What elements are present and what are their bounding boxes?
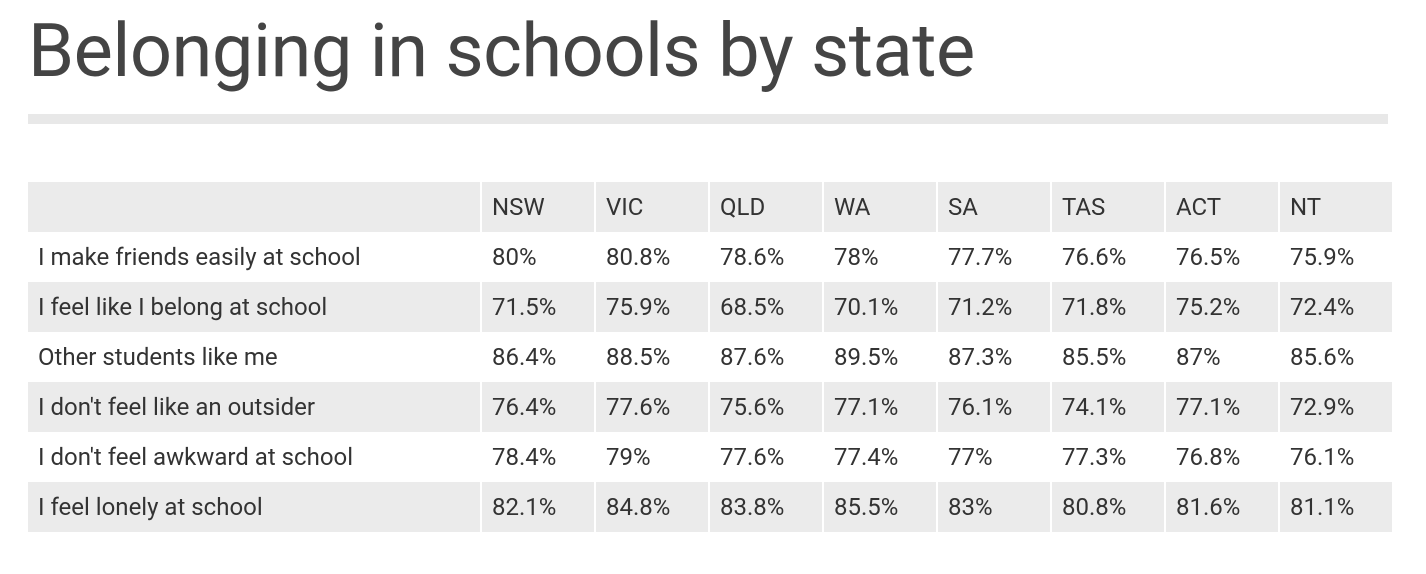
row-label — [28, 182, 480, 232]
table-row: Other students like me 86.4% 88.5% 87.6% 89.… — [28, 332, 1392, 382]
cell: VIC — [596, 182, 708, 232]
cell: 75.2% — [1166, 282, 1278, 332]
cell: 78.4% — [492, 443, 557, 471]
cell: 77.4% — [834, 443, 899, 471]
cell: 84.8% — [596, 482, 708, 532]
cell: NSW — [482, 182, 594, 232]
cell: 76.8% — [1176, 443, 1241, 471]
cell: 71.2% — [938, 282, 1050, 332]
row-label: I make friends easily at school — [38, 243, 361, 271]
cell: QLD — [710, 182, 822, 232]
cell: 82.1% — [482, 482, 594, 532]
cell: 80% — [492, 243, 537, 271]
cell: 85.6% — [1290, 343, 1355, 371]
data-table: NSW VIC QLD WA SA TAS ACT NT I make friends easi… — [26, 182, 1394, 532]
cell: 85.5% — [1062, 343, 1127, 371]
cell: TAS — [1052, 182, 1164, 232]
cell: 77.1% — [824, 382, 936, 432]
title-rule — [28, 114, 1388, 124]
header-row: NSW VIC QLD WA SA TAS ACT NT — [28, 182, 1392, 232]
cell: 83.8% — [710, 482, 822, 532]
cell: 78.6% — [720, 243, 785, 271]
cell: 76.1% — [1290, 443, 1355, 471]
cell: 79% — [606, 443, 651, 471]
row-label: I don't feel like an outsider — [28, 382, 480, 432]
cell: NT — [1280, 182, 1392, 232]
cell: 77.6% — [720, 443, 785, 471]
cell: 75.9% — [1290, 243, 1355, 271]
cell: 76.6% — [1062, 243, 1127, 271]
cell: 75.9% — [596, 282, 708, 332]
cell: WA — [824, 182, 936, 232]
row-label: I feel like I belong at school — [28, 282, 480, 332]
cell: 75.6% — [710, 382, 822, 432]
row-label: I don't feel awkward at school — [38, 443, 354, 471]
table-body: NSW VIC QLD WA SA TAS ACT NT I make friends easi… — [28, 182, 1392, 532]
table-row: I feel like I belong at school 71.5% 75.9%… — [28, 282, 1392, 332]
cell: 80.8% — [1052, 482, 1164, 532]
cell: 87.3% — [948, 343, 1013, 371]
cell: 77.7% — [948, 243, 1013, 271]
cell: 88.5% — [606, 343, 671, 371]
cell: 83% — [938, 482, 1050, 532]
row-label: Other students like me — [38, 343, 278, 371]
cell: 89.5% — [834, 343, 899, 371]
row-label: I feel lonely at school — [28, 482, 480, 532]
cell: 74.1% — [1052, 382, 1164, 432]
cell: 77.6% — [596, 382, 708, 432]
cell: SA — [938, 182, 1050, 232]
cell: 72.4% — [1280, 282, 1392, 332]
cell: 87% — [1176, 343, 1221, 371]
cell: 71.5% — [482, 282, 594, 332]
cell: 72.9% — [1280, 382, 1392, 432]
page-title: Belonging in schools by state — [28, 8, 975, 95]
table-row: I feel lonely at school 82.1% 84.8% 83.8% 85… — [28, 482, 1392, 532]
cell: 86.4% — [492, 343, 557, 371]
cell: 85.5% — [824, 482, 936, 532]
cell: ACT — [1166, 182, 1278, 232]
table-row: I don't feel like an outsider 76.4% 77.6% 7… — [28, 382, 1392, 432]
cell: 80.8% — [606, 243, 671, 271]
cell: 77.1% — [1166, 382, 1278, 432]
cell: 70.1% — [824, 282, 936, 332]
table-row: I don't feel awkward at school 78.4% 79% 77… — [28, 432, 1392, 482]
cell: 78% — [834, 243, 879, 271]
cell: 77.3% — [1062, 443, 1127, 471]
cell: 77% — [948, 443, 993, 471]
cell: 71.8% — [1052, 282, 1164, 332]
cell: 76.5% — [1176, 243, 1241, 271]
cell: 87.6% — [720, 343, 785, 371]
cell: 81.6% — [1166, 482, 1278, 532]
cell: 76.4% — [482, 382, 594, 432]
table-row: I make friends easily at school 80% 80.8% 7… — [28, 232, 1392, 282]
cell: 81.1% — [1280, 482, 1392, 532]
cell: 76.1% — [938, 382, 1050, 432]
cell: 68.5% — [710, 282, 822, 332]
